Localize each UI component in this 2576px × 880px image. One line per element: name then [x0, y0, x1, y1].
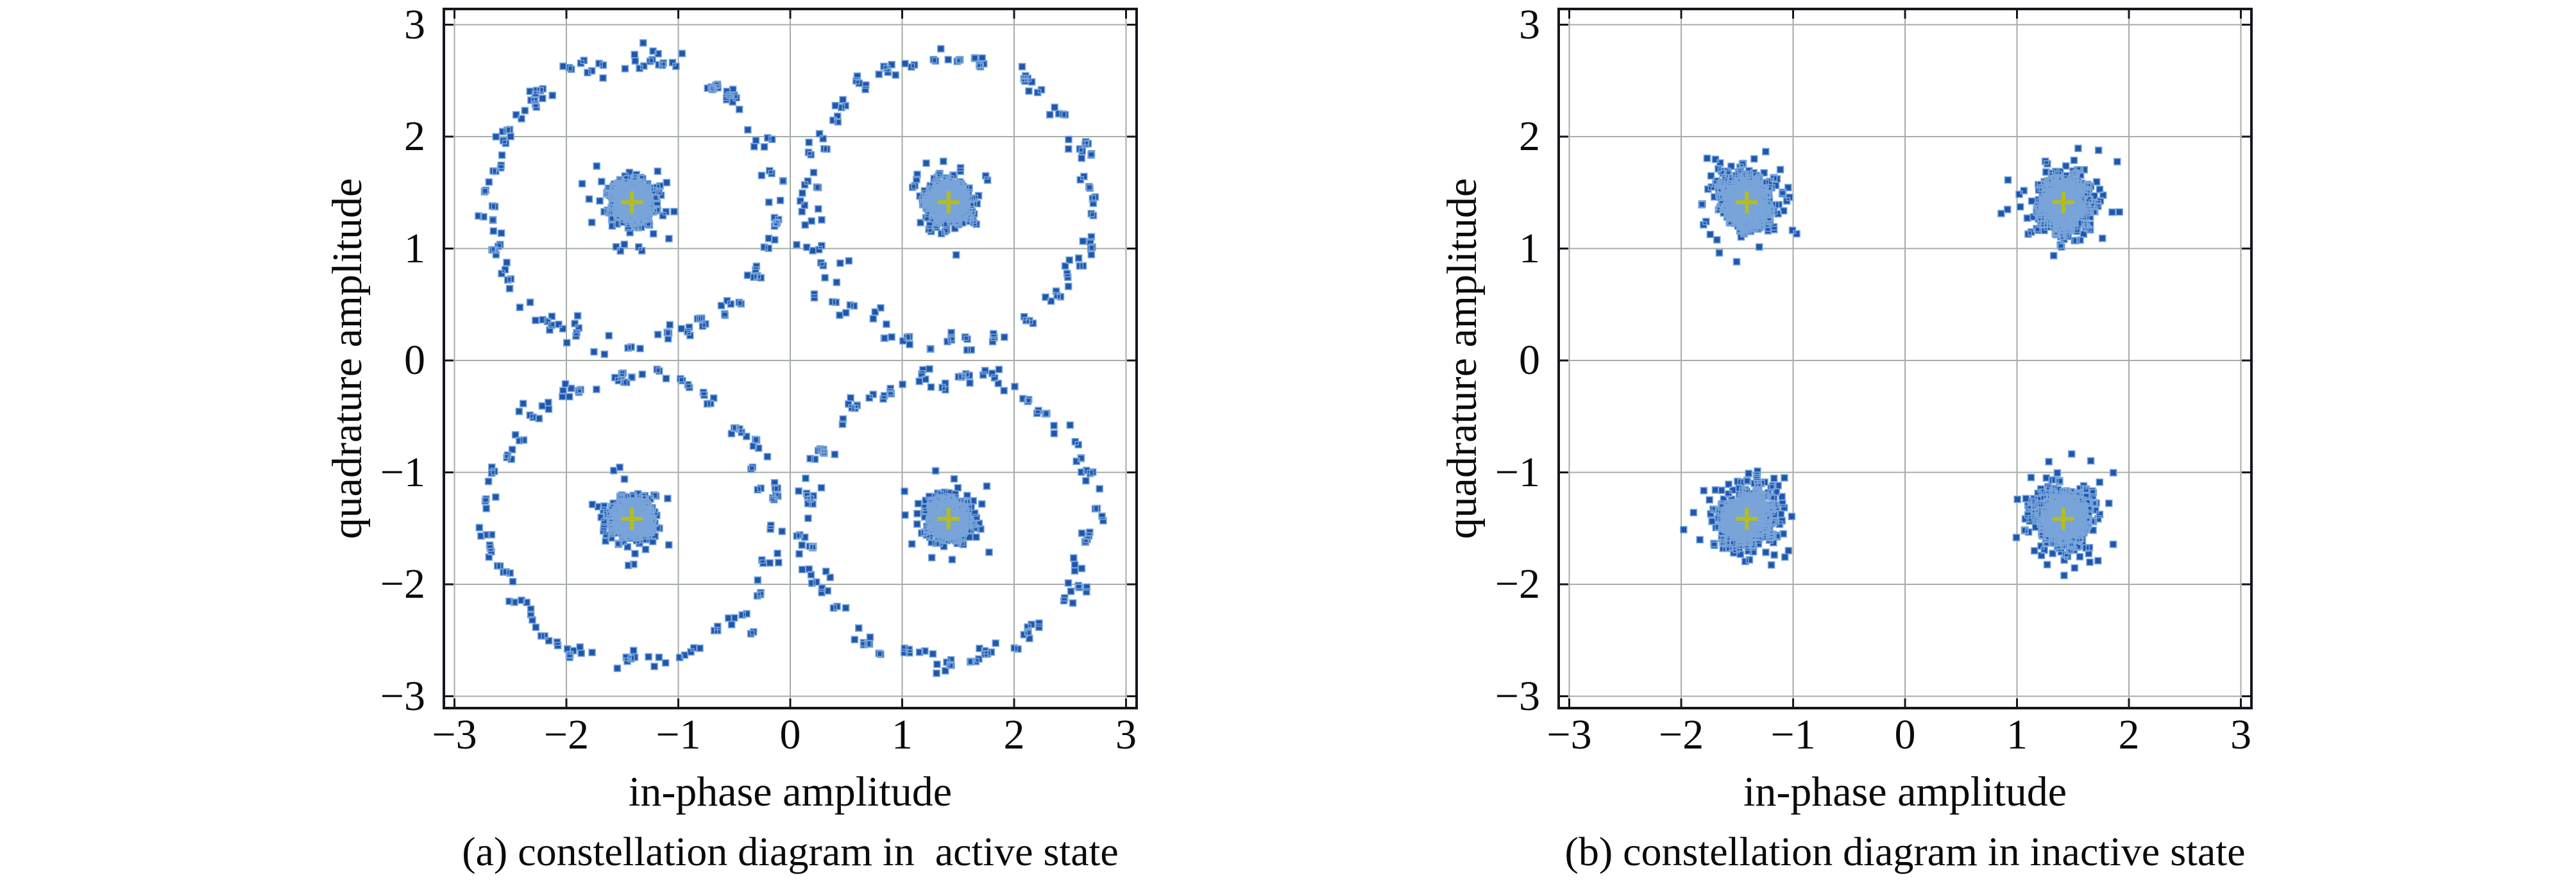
y-tick-label: 0 [1519, 337, 1540, 384]
x-tick-label: −1 [656, 711, 701, 758]
y-tick-labels-a: 3 2 1 0 −1 −2 −3 [380, 1, 1138, 720]
x-tick-labels-a: −3 −2 −1 0 1 2 3 [432, 8, 1138, 758]
y-tick-label: −3 [1495, 672, 1540, 720]
x-tick-label: 0 [779, 711, 801, 758]
y-tick-label: 2 [1519, 113, 1540, 160]
y-tick-label: 2 [404, 113, 425, 160]
plot-area-a [443, 8, 1138, 709]
y-tick-label: −3 [380, 672, 425, 720]
x-tick-label: 1 [892, 711, 913, 758]
grid-lines [1557, 8, 2253, 709]
axis-box [443, 8, 1138, 709]
y-tick-label: −1 [1495, 448, 1540, 496]
x-axis-label-a: in-phase amplitude [628, 768, 953, 815]
y-tick-label: −2 [1495, 561, 1540, 607]
x-tick-label: 2 [2118, 711, 2140, 758]
plot-area-b [1557, 8, 2253, 709]
y-tick-label: −1 [380, 448, 425, 496]
caption-b: (b) constellation diagram in inactive st… [1564, 829, 2246, 874]
x-tick-labels-b: −3 −2 −1 0 1 2 3 [1546, 8, 2253, 758]
x-tick-label: −3 [1546, 711, 1592, 758]
constellation-center-markers [621, 191, 960, 530]
x-tick-label: −2 [1658, 711, 1704, 758]
x-axis-label-b: in-phase amplitude [1743, 768, 2067, 815]
y-tick-label: 3 [1519, 1, 1540, 48]
x-tick-label: 1 [2006, 711, 2028, 758]
y-tick-label: 3 [404, 1, 425, 48]
y-tick-label: 0 [404, 337, 425, 384]
x-tick-label: 2 [1003, 711, 1025, 758]
y-axis-label-a: quadrature amplitude [324, 178, 371, 539]
constellation-center-markers [1736, 191, 2074, 530]
constellation-panel-b: 3 2 1 0 −1 −2 −3 −3 −2 −1 0 1 2 3 quadrature amplitu… [1439, 1, 2253, 874]
caption-a: (a) constellation diagram in active stat… [462, 829, 1119, 874]
y-tick-labels-b: 3 2 1 0 −1 −2 −3 [1495, 1, 2253, 720]
y-axis-label-b: quadrature amplitude [1439, 178, 1486, 539]
x-tick-label: −2 [543, 711, 589, 758]
y-tick-label: −2 [380, 561, 425, 607]
x-tick-label: 3 [1115, 711, 1137, 758]
grid-lines [443, 8, 1138, 709]
x-tick-label: 0 [1894, 711, 1916, 758]
x-tick-label: −1 [1770, 711, 1816, 758]
y-tick-label: 1 [404, 224, 425, 272]
constellation-panel-a: 3 2 1 0 −1 −2 −3 −3 −2 −1 0 1 2 3 quadrature amplitu… [324, 1, 1138, 874]
x-tick-label: 3 [2230, 711, 2251, 758]
y-tick-label: 1 [1519, 224, 1540, 272]
axis-box [1557, 8, 2253, 709]
x-tick-label: −3 [432, 711, 477, 758]
